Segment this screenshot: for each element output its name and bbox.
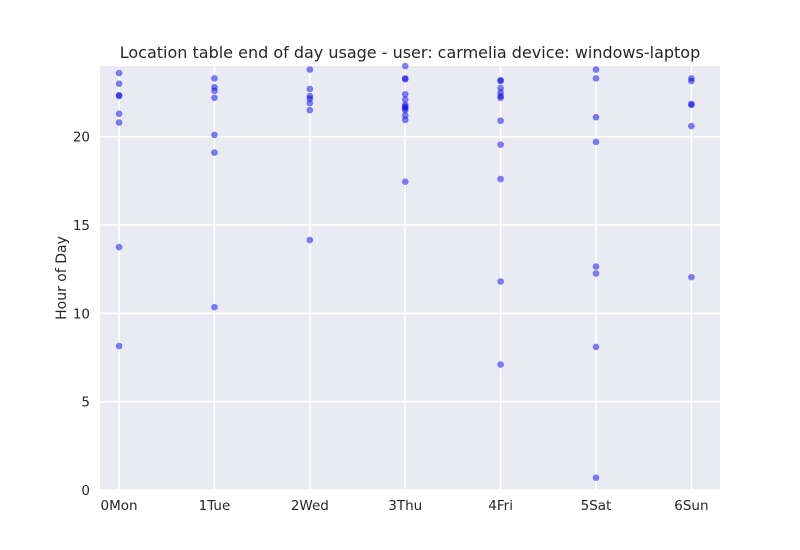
plot-area [100,66,720,490]
data-point [211,87,218,95]
data-point [688,122,695,130]
data-point [497,94,504,102]
data-point [497,117,504,125]
y-tick-label: 10 [73,306,90,322]
x-tick-label: 3Thu [388,498,422,514]
data-point [688,101,695,109]
data-point [115,342,123,350]
data-point [592,113,600,121]
data-point [211,75,218,82]
data-point [211,131,218,139]
data-point [211,149,218,156]
data-point [115,69,123,77]
data-point [497,278,504,285]
data-point [115,119,123,126]
y-tick-label: 0 [81,483,90,499]
data-point [688,77,695,85]
data-point [401,96,409,103]
data-point [688,273,695,281]
data-point [306,106,314,114]
data-point [306,236,314,244]
x-tick-label: 2Wed [291,498,329,514]
data-point [592,66,600,73]
data-point [306,99,314,107]
data-point [497,141,504,148]
x-tick-labels: 0Mon 1Tue 2Wed 3Thu 4Fri 5Sat 6Sun [101,498,709,514]
data-point [401,75,409,83]
data-point [401,106,409,114]
data-point [401,116,409,124]
data-point [306,85,314,93]
data-point [592,263,600,270]
data-point [497,175,504,183]
y-tick-labels: 0 5 10 15 20 [73,130,90,499]
data-point [592,474,600,481]
data-point [401,178,409,186]
y-axis-label: Hour of Day [54,236,70,320]
data-point [211,303,218,311]
data-point [211,94,218,102]
data-point [592,343,600,351]
y-tick-label: 20 [73,130,90,146]
data-point [115,92,123,100]
data-points [115,62,695,481]
data-point [401,90,409,98]
data-point [497,77,504,85]
data-point [497,361,504,368]
data-point [592,270,600,277]
x-tick-label: 4Fri [488,498,513,514]
y-tick-label: 15 [73,218,90,234]
data-point [592,75,600,82]
x-tick-label: 1Tue [199,498,231,514]
data-point [115,80,123,87]
chart-title: Location table end of day usage - user: … [120,43,701,62]
x-tick-label: 5Sat [581,498,612,514]
data-point [306,66,314,73]
x-tick-label: 6Sun [674,498,708,514]
x-tick-label: 0Mon [101,498,138,514]
data-point [115,110,123,117]
data-point [592,138,600,146]
data-point [401,62,409,70]
data-point [115,243,123,251]
y-tick-label: 5 [81,395,90,411]
